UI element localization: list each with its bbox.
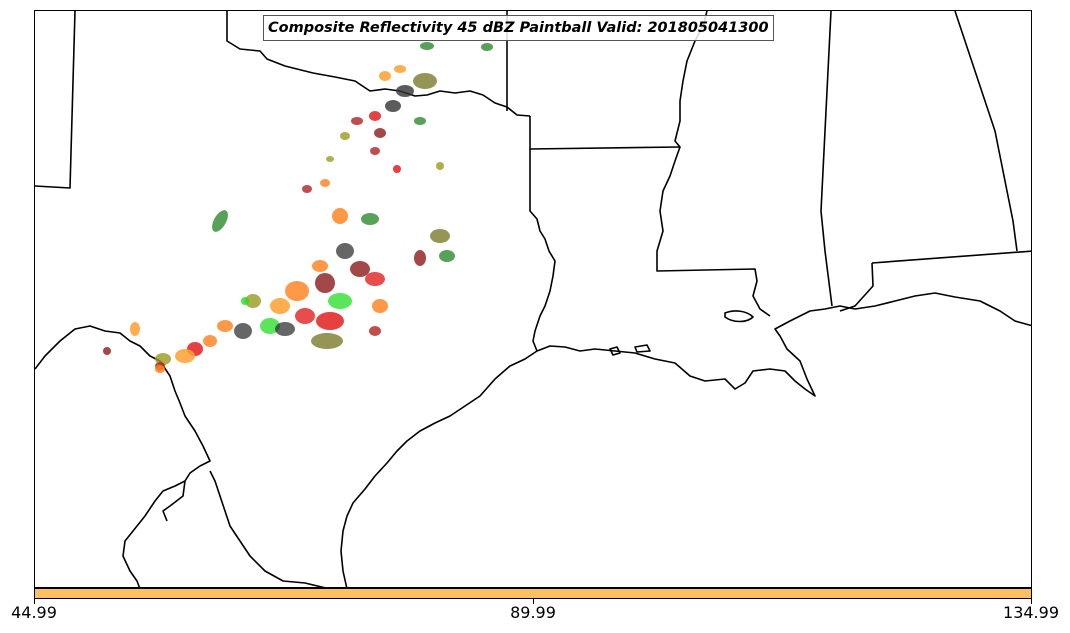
storm-cell [365, 272, 385, 286]
storm-cell [369, 326, 381, 336]
storm-cell [295, 308, 315, 324]
storm-cell [414, 117, 426, 125]
storm-cell [270, 298, 290, 314]
storm-cell [275, 322, 295, 336]
new-mexico-border [35, 11, 76, 189]
storm-cell [414, 250, 426, 266]
red-river-border [226, 11, 531, 117]
mississippi-river-border [656, 11, 771, 317]
storm-cell [212, 210, 228, 232]
storm-cell [130, 322, 140, 336]
storm-cell [315, 273, 335, 293]
storm-cell [379, 71, 391, 81]
storm-cell [481, 43, 493, 51]
storm-cell [155, 365, 165, 373]
storm-cell [302, 185, 312, 193]
storm-cell [245, 294, 261, 308]
storm-cell [234, 323, 252, 339]
storm-cell [351, 117, 363, 125]
alabama-georgia-border [954, 11, 1018, 252]
rio-grande-border [35, 325, 211, 587]
storm-cell [217, 320, 233, 332]
storm-cell [420, 42, 434, 50]
storm-cell [311, 333, 343, 349]
storm-cell [413, 73, 437, 89]
storm-cell [285, 281, 309, 301]
sabine-river-border [529, 149, 556, 352]
mexico-state-border-2 [162, 480, 186, 522]
storm-cell [396, 85, 414, 97]
storm-cell [155, 353, 171, 365]
storm-cell [175, 349, 195, 363]
map-panel[interactable] [34, 10, 1032, 588]
storm-cell [340, 132, 350, 140]
storm-cell [103, 347, 111, 355]
mexico-state-border [209, 470, 326, 587]
storm-cell [350, 261, 370, 277]
storm-cell [332, 208, 348, 224]
colorbar-tick-label-mid: 89.99 [510, 603, 556, 622]
map-canvas [35, 11, 1031, 587]
storm-cell [316, 312, 344, 330]
storm-cell [439, 250, 455, 262]
colorbar-tick [1031, 599, 1032, 604]
storm-cell [374, 128, 386, 138]
storm-cell [203, 335, 217, 347]
storm-cell [260, 318, 280, 334]
colorbar-tick [34, 599, 35, 604]
storm-cell [328, 293, 352, 309]
storm-cell [393, 165, 401, 173]
colorbar-tick-label-max: 134.99 [1003, 603, 1059, 622]
storm-cell [385, 100, 401, 112]
storm-cell [430, 229, 450, 243]
storm-cell [320, 179, 330, 187]
mississippi-alabama-border [820, 11, 833, 307]
texas-coastline [340, 350, 538, 587]
arkansas-louisiana-border [529, 116, 681, 150]
storm-cell [369, 111, 381, 121]
state-borders [35, 11, 1031, 587]
storm-cell [312, 260, 328, 272]
delta-island [609, 346, 621, 356]
colorbar-tick-label-min: 44.99 [11, 603, 57, 622]
gulf-island [634, 344, 651, 353]
storm-cell [372, 299, 388, 313]
storm-cell [436, 162, 444, 170]
storm-cell [361, 213, 379, 225]
storm-cell [336, 243, 354, 259]
storm-cell [370, 147, 380, 155]
lake-pontchartrain [724, 310, 754, 323]
map-title: Composite Reflectivity 45 dBZ Paintball … [263, 15, 774, 41]
storm-cell [394, 65, 406, 73]
gulf-coastline [536, 292, 1031, 397]
storm-cell [326, 156, 334, 162]
colorbar-tick [533, 599, 534, 604]
storm-cell [241, 297, 249, 305]
reflectivity-paintball-layer [103, 42, 493, 373]
colorbar [34, 588, 1032, 599]
alabama-florida-border [839, 250, 1031, 312]
